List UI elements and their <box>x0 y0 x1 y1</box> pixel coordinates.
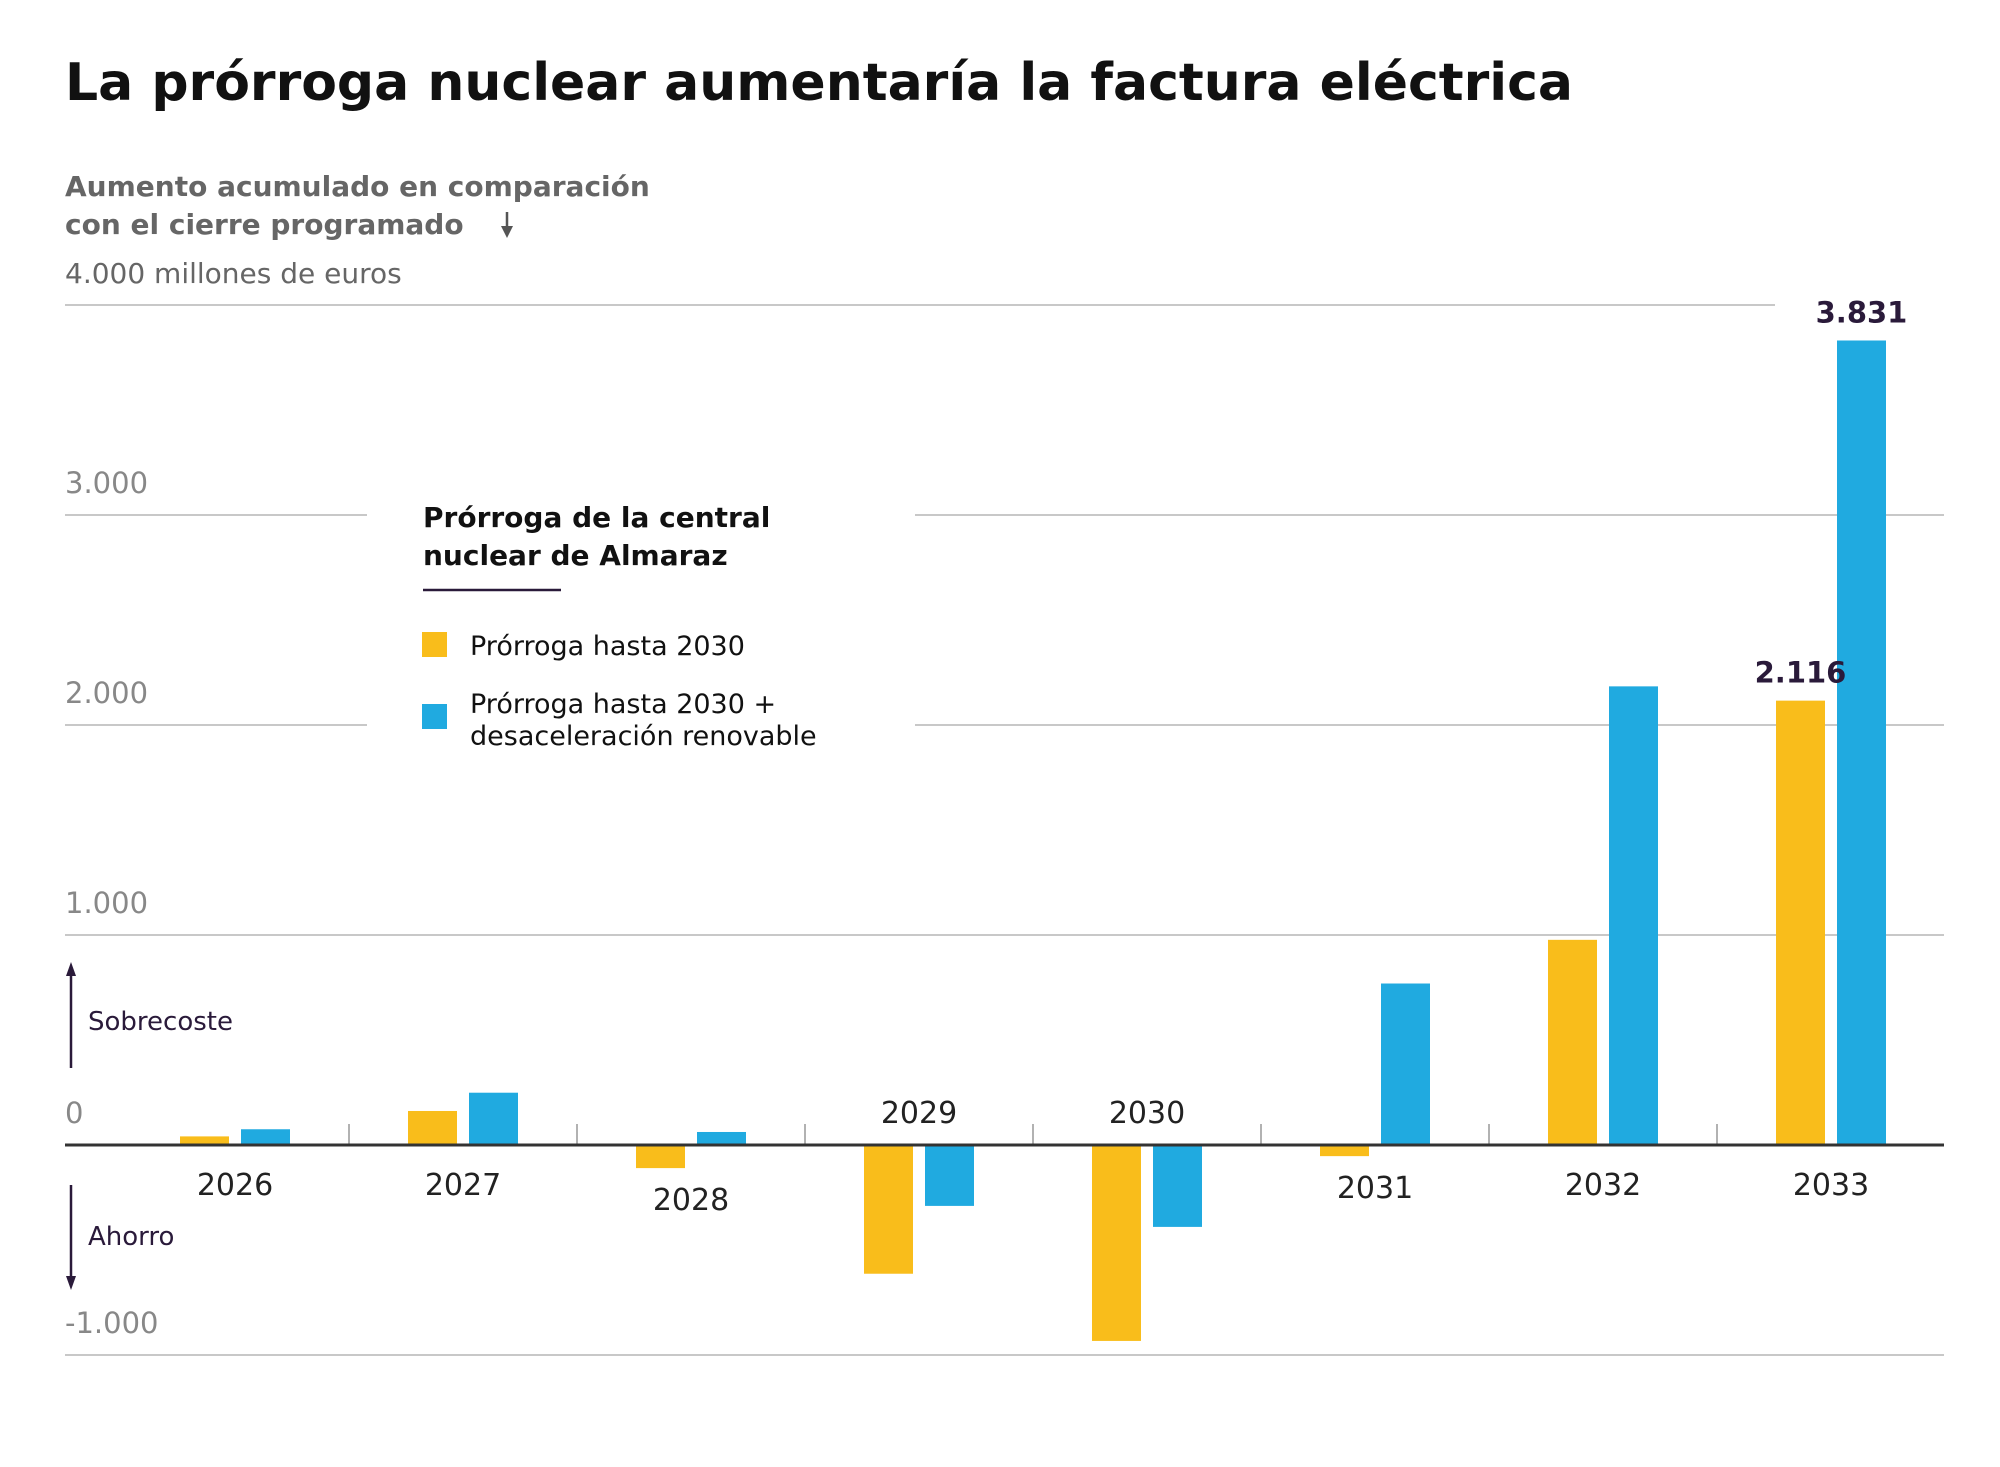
y-tick-labels: -1.000 0 1.000 2.000 3.000 4.000 millones de … <box>65 257 402 1340</box>
bar-2033-series-1 <box>1776 700 1825 1145</box>
legend-title-line-2: nuclear de Almaraz <box>423 539 728 572</box>
bar-2028-series-2 <box>697 1131 746 1145</box>
x-tick-label: 2031 <box>1337 1171 1413 1206</box>
y-tick-label: 1.000 <box>65 886 148 920</box>
sobrecoste-label: Sobrecoste <box>88 1007 233 1037</box>
y-tick-label: 0 <box>65 1096 83 1130</box>
x-tick-label: 2028 <box>653 1183 729 1218</box>
chart-subtitle-line-2: con el cierre programado <box>65 208 464 241</box>
x-tick-label: 2032 <box>1565 1168 1641 1203</box>
bar-2031-series-2 <box>1381 983 1430 1145</box>
ahorro-label: Ahorro <box>88 1222 174 1252</box>
x-tick-label: 2027 <box>425 1168 501 1203</box>
legend-swatch-yellow <box>422 632 447 657</box>
bar-2026-series-2 <box>241 1129 290 1145</box>
y-tick-label: 3.000 <box>65 466 148 500</box>
bar-2033-series-2 <box>1837 340 1886 1145</box>
bars <box>180 340 1886 1341</box>
x-tick-label: 2026 <box>197 1168 273 1203</box>
bar-2026-series-1 <box>180 1136 229 1145</box>
bar-2032-series-2 <box>1609 686 1658 1145</box>
bar-2031-series-1 <box>1320 1145 1369 1157</box>
data-labels: 2.116 3.831 <box>1755 295 1908 689</box>
sobrecoste-annotation: Sobrecoste <box>66 962 233 1068</box>
x-tick-label: 2029 <box>881 1096 957 1131</box>
x-tick-labels: 2026 2027 2028 2029 2030 2031 2032 2033 <box>197 1096 1869 1218</box>
bar-2030-series-2 <box>1153 1145 1202 1227</box>
x-tick-label: 2033 <box>1793 1168 1869 1203</box>
y-tick-label: 4.000 millones de euros <box>65 257 402 290</box>
legend-swatch-blue <box>422 704 447 729</box>
chart-title: La prórroga nuclear aumentaría la factur… <box>65 53 1573 113</box>
legend-background <box>367 480 915 780</box>
gridlines <box>65 304 1944 1356</box>
bar-2032-series-1 <box>1548 939 1597 1145</box>
x-tick-label: 2030 <box>1109 1096 1185 1131</box>
y-tick-label: -1.000 <box>65 1306 159 1340</box>
legend: Prórroga de la central nuclear de Almara… <box>422 501 817 752</box>
legend-label-series-2-line-1: Prórroga hasta 2030 + <box>470 689 776 720</box>
chart-subtitle-line-1: Aumento acumulado en comparación <box>65 170 650 203</box>
bar-2027-series-1 <box>408 1110 457 1145</box>
legend-title-line-1: Prórroga de la central <box>423 501 770 534</box>
bar-2029-series-1 <box>864 1145 913 1274</box>
y-tick-label: 2.000 <box>65 676 148 710</box>
data-label: 3.831 <box>1816 295 1908 329</box>
bar-2029-series-2 <box>925 1145 974 1206</box>
legend-label-series-1: Prórroga hasta 2030 <box>470 631 745 662</box>
data-label: 2.116 <box>1755 656 1847 690</box>
legend-label-series-2-line-2: desaceleración renovable <box>470 721 817 752</box>
bar-2027-series-2 <box>469 1092 518 1145</box>
arrow-down-icon <box>501 212 513 238</box>
bar-2030-series-1 <box>1092 1145 1141 1341</box>
bar-2028-series-1 <box>636 1145 685 1169</box>
ahorro-annotation: Ahorro <box>66 1185 174 1290</box>
